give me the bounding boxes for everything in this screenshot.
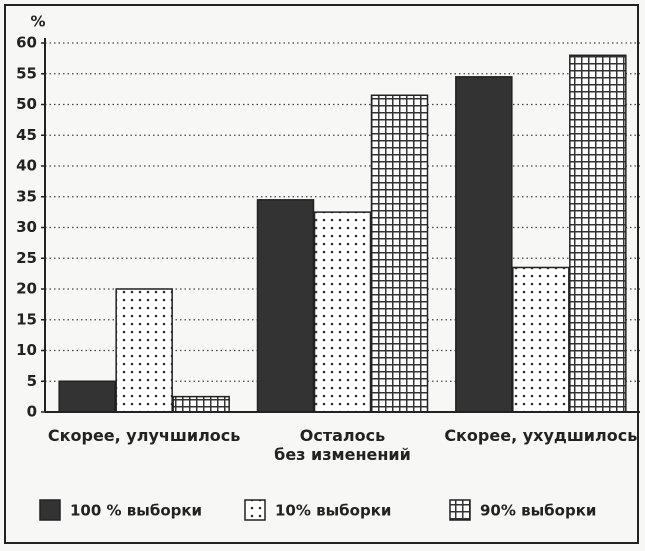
bar	[313, 211, 372, 413]
bar	[512, 266, 570, 413]
x-tick-label: Скорее, ухудшилось	[444, 426, 638, 445]
y-tick-label: 45	[16, 126, 37, 144]
bar	[569, 54, 627, 413]
y-tick-label: 25	[16, 249, 37, 267]
bar	[256, 199, 315, 413]
legend-label: 10% выборки	[275, 502, 391, 520]
y-tick-label: 30	[16, 218, 37, 236]
legend-swatch	[244, 499, 266, 521]
legend-label: 100 % выборки	[70, 502, 202, 520]
y-tick-label: 50	[16, 95, 37, 113]
legend-label: 90% выборки	[480, 502, 596, 520]
y-tick-label: 55	[16, 64, 37, 82]
y-tick-label: 40	[16, 157, 37, 175]
y-axis-label: %	[30, 13, 45, 31]
y-tick-label: 15	[16, 310, 37, 328]
frame	[4, 4, 639, 544]
bar	[172, 395, 230, 413]
bar	[370, 94, 429, 413]
bar	[58, 380, 116, 413]
y-tick-label: 10	[16, 341, 37, 359]
y-tick-label: 35	[16, 187, 37, 205]
x-tick-label: Осталось без изменений	[274, 426, 411, 464]
bar	[455, 76, 513, 413]
legend-swatch	[39, 499, 61, 521]
y-tick-label: 20	[16, 280, 37, 298]
legend-swatch	[449, 499, 471, 521]
y-tick-label: 60	[16, 34, 37, 52]
bar	[115, 288, 173, 413]
y-tick-label: 0	[27, 403, 37, 421]
x-tick-label: Скорее, улучшилось	[47, 426, 241, 445]
y-tick-label: 5	[27, 372, 37, 390]
